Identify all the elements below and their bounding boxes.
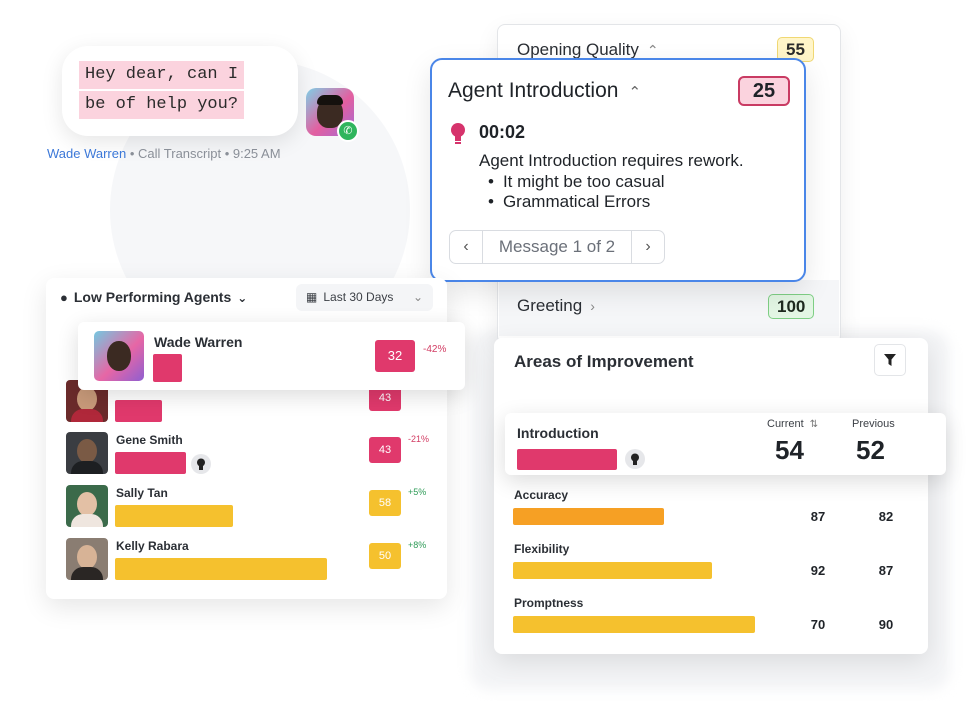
aoi-previous: 82 xyxy=(878,509,894,524)
aoi-label: Introduction xyxy=(517,425,599,441)
avatar xyxy=(94,331,144,381)
agent-name: Sally Tan xyxy=(116,486,168,500)
aoi-current: 92 xyxy=(810,563,826,578)
agent-delta: +8% xyxy=(408,540,427,550)
aoi-label: Promptness xyxy=(514,596,584,610)
aoi-title: Areas of Improvement xyxy=(514,352,694,371)
chevron-down-icon: ⌄ xyxy=(237,291,248,305)
table-row[interactable]: Gene Smith 43 -21% xyxy=(66,432,436,478)
aoi-bar xyxy=(517,449,617,470)
opening-quality-label: Opening Quality xyxy=(517,40,639,59)
aoi-bar xyxy=(513,616,755,633)
agent-icon: ● xyxy=(60,290,68,305)
aoi-bar xyxy=(513,562,712,579)
transcript-meta-text: • Call Transcript • 9:25 AM xyxy=(126,146,281,161)
aoi-current: 54 xyxy=(775,435,804,465)
lightbulb-icon xyxy=(451,123,465,144)
avatar xyxy=(66,538,108,580)
intro-message: Agent Introduction requires rework. xyxy=(479,151,744,170)
introduction-row[interactable]: Introduction Current ⇅ Previous 54 52 xyxy=(505,413,946,475)
aoi-previous: 52 xyxy=(856,435,885,465)
agent-score-bar xyxy=(115,400,162,422)
featured-agent-row[interactable]: Wade Warren 32 -42% xyxy=(78,322,465,390)
chevron-up-icon: ⌃ xyxy=(646,42,659,58)
opening-quality-row[interactable]: Opening Quality ⌃ xyxy=(517,40,659,60)
agent-name: Kelly Rabara xyxy=(116,539,189,553)
aoi-current: 70 xyxy=(810,617,826,632)
agent-name: Gene Smith xyxy=(116,433,183,447)
sort-icon: ⇅ xyxy=(809,419,819,430)
aoi-label: Flexibility xyxy=(514,542,570,556)
aoi-current: 87 xyxy=(810,509,826,524)
aoi-previous: 87 xyxy=(878,563,894,578)
list-item: It might be too casual xyxy=(488,172,665,192)
greeting-score: 100 xyxy=(768,294,815,319)
agent-score: 58 xyxy=(369,490,401,516)
intro-timestamp: 00:02 xyxy=(479,122,526,142)
agent-score: 32 xyxy=(375,340,415,372)
agent-score: 50 xyxy=(369,543,401,569)
table-row[interactable]: Kelly Rabara 50 +8% xyxy=(66,538,436,584)
greeting-row[interactable]: Greeting › xyxy=(517,296,595,316)
avatar xyxy=(66,485,108,527)
lpa-title-dropdown[interactable]: ● Low Performing Agents ⌄ xyxy=(60,289,247,305)
filter-button[interactable] xyxy=(874,344,906,376)
agent-delta: +5% xyxy=(408,487,427,497)
chevron-right-icon: › xyxy=(590,298,595,314)
chat-bubble: Hey dear, can I be of help you? xyxy=(62,46,298,136)
aoi-previous: 90 xyxy=(878,617,894,632)
areas-of-improvement-card: Areas of Improvement Accuracy 87 82 Flex… xyxy=(494,338,928,654)
column-header-previous: Previous xyxy=(852,418,895,430)
list-item: Grammatical Errors xyxy=(488,192,665,212)
message-pager: ‹ Message 1 of 2 › xyxy=(449,230,665,264)
chevron-right-icon[interactable]: › xyxy=(631,231,664,263)
chevron-left-icon[interactable]: ‹ xyxy=(450,231,483,263)
calendar-icon: ▦ xyxy=(306,290,318,304)
agent-score-bar xyxy=(115,452,186,474)
lightbulb-icon[interactable] xyxy=(191,454,211,474)
avatar xyxy=(66,432,108,474)
agent-name-link[interactable]: Wade Warren xyxy=(47,146,127,161)
filter-icon xyxy=(884,354,896,366)
aoi-label: Accuracy xyxy=(514,488,569,502)
agent-score-bar xyxy=(115,505,233,527)
date-range-label: Last 30 Days xyxy=(323,290,394,304)
opening-quality-score: 55 xyxy=(777,37,814,62)
greeting-label: Greeting xyxy=(517,296,583,315)
chat-line: Hey dear, can I xyxy=(79,61,245,89)
chevron-up-icon: ⌃ xyxy=(628,84,642,101)
column-header-current[interactable]: Current ⇅ xyxy=(767,418,818,430)
date-range-dropdown[interactable]: ▦ Last 30 Days ⌄ xyxy=(296,284,433,311)
intro-bullets: It might be too casual Grammatical Error… xyxy=(488,172,665,212)
agent-introduction-card: Agent Introduction ⌃ 25 00:02 Agent Intro… xyxy=(430,58,806,282)
agent-score: 43 xyxy=(369,437,401,463)
agent-score-bar xyxy=(153,354,182,382)
agent-name: Wade Warren xyxy=(154,334,243,350)
lightbulb-icon[interactable] xyxy=(625,449,645,469)
agent-score-bar xyxy=(115,558,327,580)
phone-icon: ✆ xyxy=(337,120,359,142)
agent-delta: -21% xyxy=(408,434,430,444)
intro-title[interactable]: Agent Introduction ⌃ xyxy=(448,79,641,103)
lpa-title-label: Low Performing Agents xyxy=(73,289,232,305)
intro-title-label: Agent Introduction xyxy=(448,79,619,102)
table-row[interactable]: Promptness 70 90 xyxy=(494,596,928,646)
column-header-current-label: Current xyxy=(767,418,804,430)
intro-score-badge: 25 xyxy=(738,76,790,106)
chat-line: be of help you? xyxy=(79,91,245,119)
table-row[interactable]: Sally Tan 58 +5% xyxy=(66,485,436,531)
table-row[interactable]: Flexibility 92 87 xyxy=(494,542,928,592)
pager-label: Message 1 of 2 xyxy=(498,237,616,256)
chevron-down-icon: ⌄ xyxy=(412,290,423,304)
agent-delta: -42% xyxy=(423,344,447,355)
table-row[interactable]: Accuracy 87 82 xyxy=(494,488,928,538)
aoi-bar xyxy=(513,508,664,525)
transcript-meta: Wade Warren • Call Transcript • 9:25 AM xyxy=(47,146,281,161)
